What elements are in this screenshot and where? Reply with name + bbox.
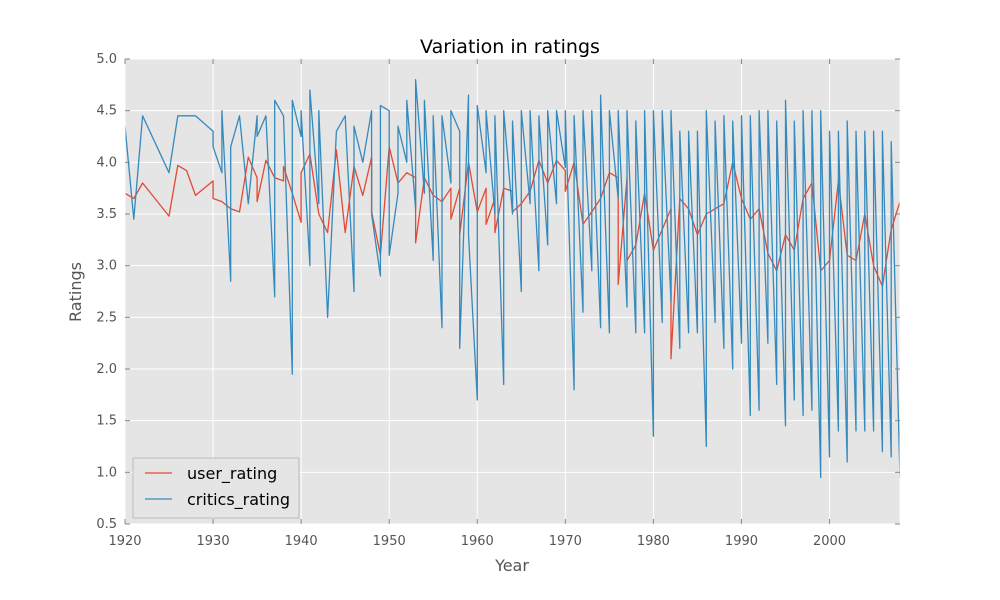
y-tick-label: 5.0 [96, 52, 117, 67]
axis-ticks: 1920 1930 1940 1950 1960 1970 1980 1990 2000 0.5 1… [96, 52, 900, 549]
x-tick-label: 1930 [197, 534, 230, 549]
y-tick-label: 0.5 [96, 517, 117, 532]
plot-frame [124, 58, 901, 525]
x-tick-label: 1940 [285, 534, 318, 549]
x-tick-label: 1990 [725, 534, 758, 549]
y-axis-label: Ratings [66, 262, 85, 322]
y-tick-label: 4.5 [96, 104, 117, 119]
y-tick-label: 1.5 [96, 414, 117, 429]
y-tick-label: 2.0 [96, 362, 117, 377]
y-tick-label: 1.0 [96, 465, 117, 480]
x-tick-label: 1920 [108, 534, 141, 549]
legend-box [132, 457, 300, 519]
legend-label-critics-rating: critics_rating [187, 490, 290, 510]
x-tick-label: 1950 [373, 534, 406, 549]
x-tick-label: 1980 [637, 534, 670, 549]
y-tick-label: 4.0 [96, 155, 117, 170]
x-tick-label: 1970 [549, 534, 582, 549]
y-tick-label: 3.5 [96, 207, 117, 222]
x-tick-label: 2000 [813, 534, 846, 549]
x-axis-label: Year [494, 556, 529, 575]
y-tick-label: 3.0 [96, 259, 117, 274]
legend-label-user-rating: user_rating [187, 464, 277, 484]
x-tick-label: 1960 [461, 534, 494, 549]
legend: user_rating critics_rating [132, 457, 300, 519]
chart-title: Variation in ratings [420, 36, 600, 58]
series-layer [124, 79, 901, 479]
series-line-critics-rating [124, 79, 901, 479]
y-tick-label: 2.5 [96, 310, 117, 325]
